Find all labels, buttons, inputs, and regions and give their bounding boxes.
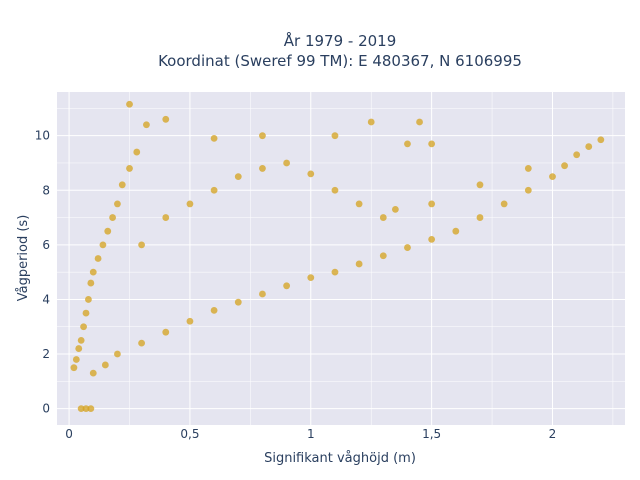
data-point	[404, 140, 411, 148]
data-point	[355, 260, 363, 268]
data-point	[82, 309, 90, 317]
data-point	[428, 200, 436, 208]
data-point	[186, 317, 194, 325]
data-point	[585, 143, 593, 150]
x-tick-label: 0	[65, 427, 73, 441]
y-tick-label: 6	[42, 238, 50, 252]
data-point	[138, 241, 145, 249]
data-point	[138, 339, 145, 347]
data-point	[259, 290, 266, 298]
data-point	[87, 405, 95, 413]
data-point	[307, 274, 315, 282]
data-point	[379, 214, 387, 221]
data-point	[133, 148, 141, 156]
data-point	[85, 296, 92, 303]
data-point	[210, 186, 218, 194]
x-tick-label: 2	[549, 427, 557, 441]
y-tick-labels: 0 2 4 6 8 10	[35, 129, 50, 416]
data-point	[452, 227, 460, 235]
y-tick-label: 2	[42, 347, 50, 361]
data-point	[210, 306, 218, 314]
data-point	[70, 364, 78, 372]
data-point	[367, 118, 375, 126]
data-point	[549, 173, 556, 181]
data-point	[416, 118, 423, 126]
y-tick-label: 0	[42, 402, 50, 416]
data-point	[476, 214, 484, 221]
x-tick-labels: 0 0,5 1 1,5 2	[65, 427, 556, 441]
data-point	[234, 298, 242, 306]
data-point	[109, 214, 116, 221]
data-point	[404, 244, 411, 251]
data-point	[524, 186, 532, 194]
data-point	[99, 241, 107, 249]
data-point	[94, 255, 102, 262]
data-point	[80, 323, 87, 331]
data-point	[101, 361, 109, 369]
data-point	[82, 405, 90, 413]
data-point	[331, 268, 339, 276]
data-point	[162, 115, 170, 123]
data-point	[259, 132, 266, 140]
data-point	[428, 140, 436, 148]
data-point	[561, 162, 568, 170]
x-tick-label: 1,5	[422, 427, 441, 441]
data-point	[77, 405, 85, 413]
data-point	[114, 350, 121, 358]
data-point	[355, 200, 363, 208]
data-point	[162, 328, 170, 336]
y-tick-label: 4	[42, 292, 50, 306]
data-point	[210, 135, 218, 142]
data-points	[70, 100, 605, 413]
data-point	[87, 279, 95, 287]
data-point	[75, 345, 83, 352]
chart-title-line1: År 1979 - 2019	[284, 31, 397, 50]
data-point	[118, 181, 126, 189]
data-point	[77, 336, 85, 344]
data-point	[126, 165, 133, 172]
data-point	[500, 200, 508, 208]
data-point	[126, 100, 133, 108]
data-point	[186, 200, 194, 208]
y-tick-label: 10	[35, 129, 50, 143]
data-point	[89, 369, 97, 377]
x-tick-label: 1	[307, 427, 315, 441]
data-point	[524, 165, 532, 172]
y-tick-label: 8	[42, 183, 50, 197]
data-point	[234, 173, 242, 181]
x-axis-title: Signifikant våghöjd (m)	[264, 451, 416, 466]
data-point	[597, 136, 605, 144]
x-tick-label: 0,5	[180, 427, 199, 441]
data-point	[72, 356, 80, 363]
chart-title-line2: Koordinat (Sweref 99 TM): E 480367, N 61…	[158, 52, 522, 70]
plot-background	[57, 92, 625, 425]
y-axis-title: Vågperiod (s)	[16, 215, 31, 302]
data-point	[331, 186, 339, 194]
grid	[8, 92, 625, 437]
data-point	[114, 200, 121, 208]
data-point	[259, 165, 266, 172]
data-point	[143, 121, 150, 129]
data-point	[331, 132, 339, 140]
data-point	[162, 214, 170, 221]
data-point	[307, 170, 315, 178]
data-point	[104, 227, 112, 235]
data-point	[573, 151, 581, 159]
data-point	[89, 268, 97, 276]
data-point	[283, 159, 291, 167]
data-point	[428, 235, 436, 243]
data-point	[379, 252, 387, 260]
data-point	[476, 181, 484, 189]
data-point	[283, 282, 291, 290]
data-point	[391, 205, 399, 213]
